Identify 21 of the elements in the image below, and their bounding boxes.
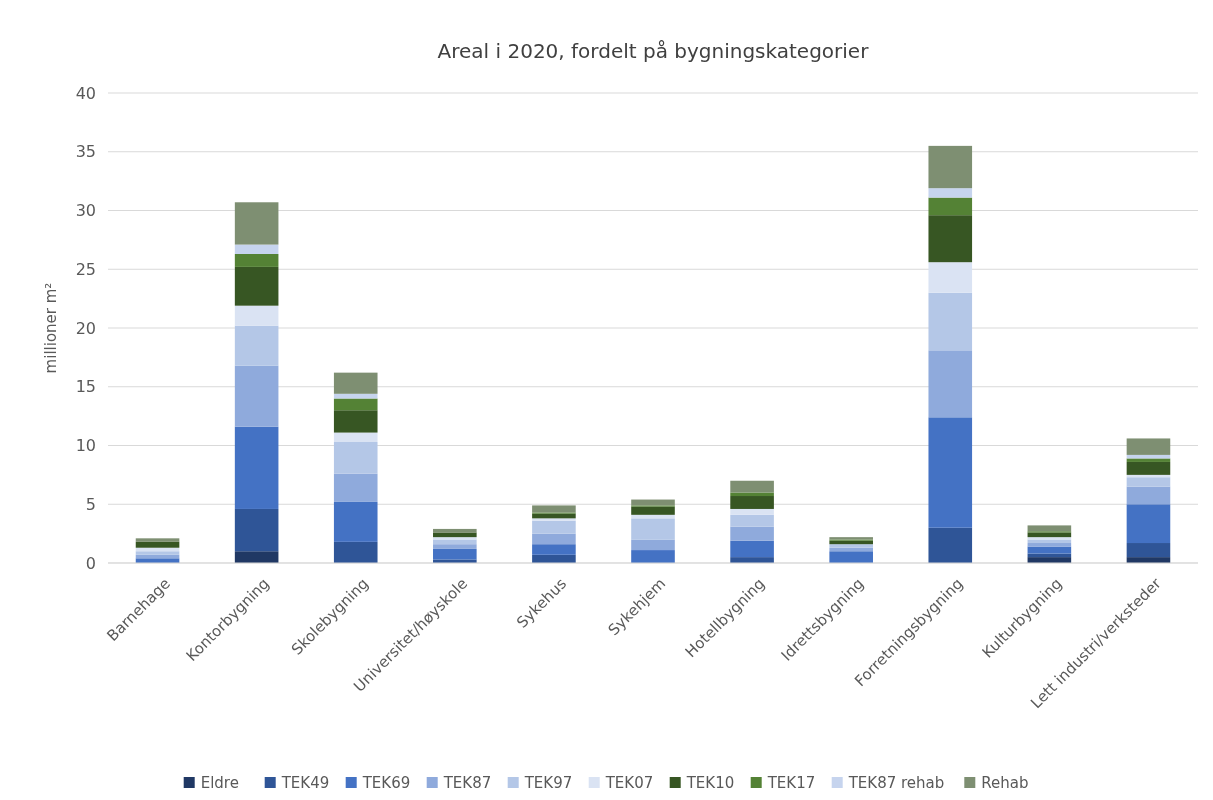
legend-label: TEK49	[280, 774, 330, 793]
y-tick-label: 15	[75, 377, 96, 397]
legend-label: TEK69	[361, 774, 411, 793]
legend-label: TEK97	[523, 774, 573, 793]
y-tick-label: 35	[75, 142, 96, 162]
legend-label: TEK17	[766, 774, 816, 793]
legend-label: TEK10	[685, 774, 735, 793]
y-tick-label: 0	[85, 553, 96, 573]
legend-label: TEK87 rehab	[847, 774, 945, 793]
y-tick-label: 30	[75, 201, 96, 221]
y-tick-label: 20	[75, 318, 96, 338]
y-tick-label: 10	[75, 436, 96, 456]
chart-title: Areal i 2020, fordelt på bygningskategorier	[437, 39, 870, 63]
y-tick-label: 5	[85, 494, 96, 514]
legend-label: TEK87	[442, 774, 492, 793]
y-tick-label: 25	[75, 259, 96, 279]
y-axis-title: millioner m²	[42, 282, 60, 374]
legend-label: Rehab	[981, 774, 1029, 793]
legend-label: TEK07	[604, 774, 654, 793]
y-tick-label: 40	[75, 83, 96, 103]
legend-label: Eldre	[200, 774, 239, 793]
